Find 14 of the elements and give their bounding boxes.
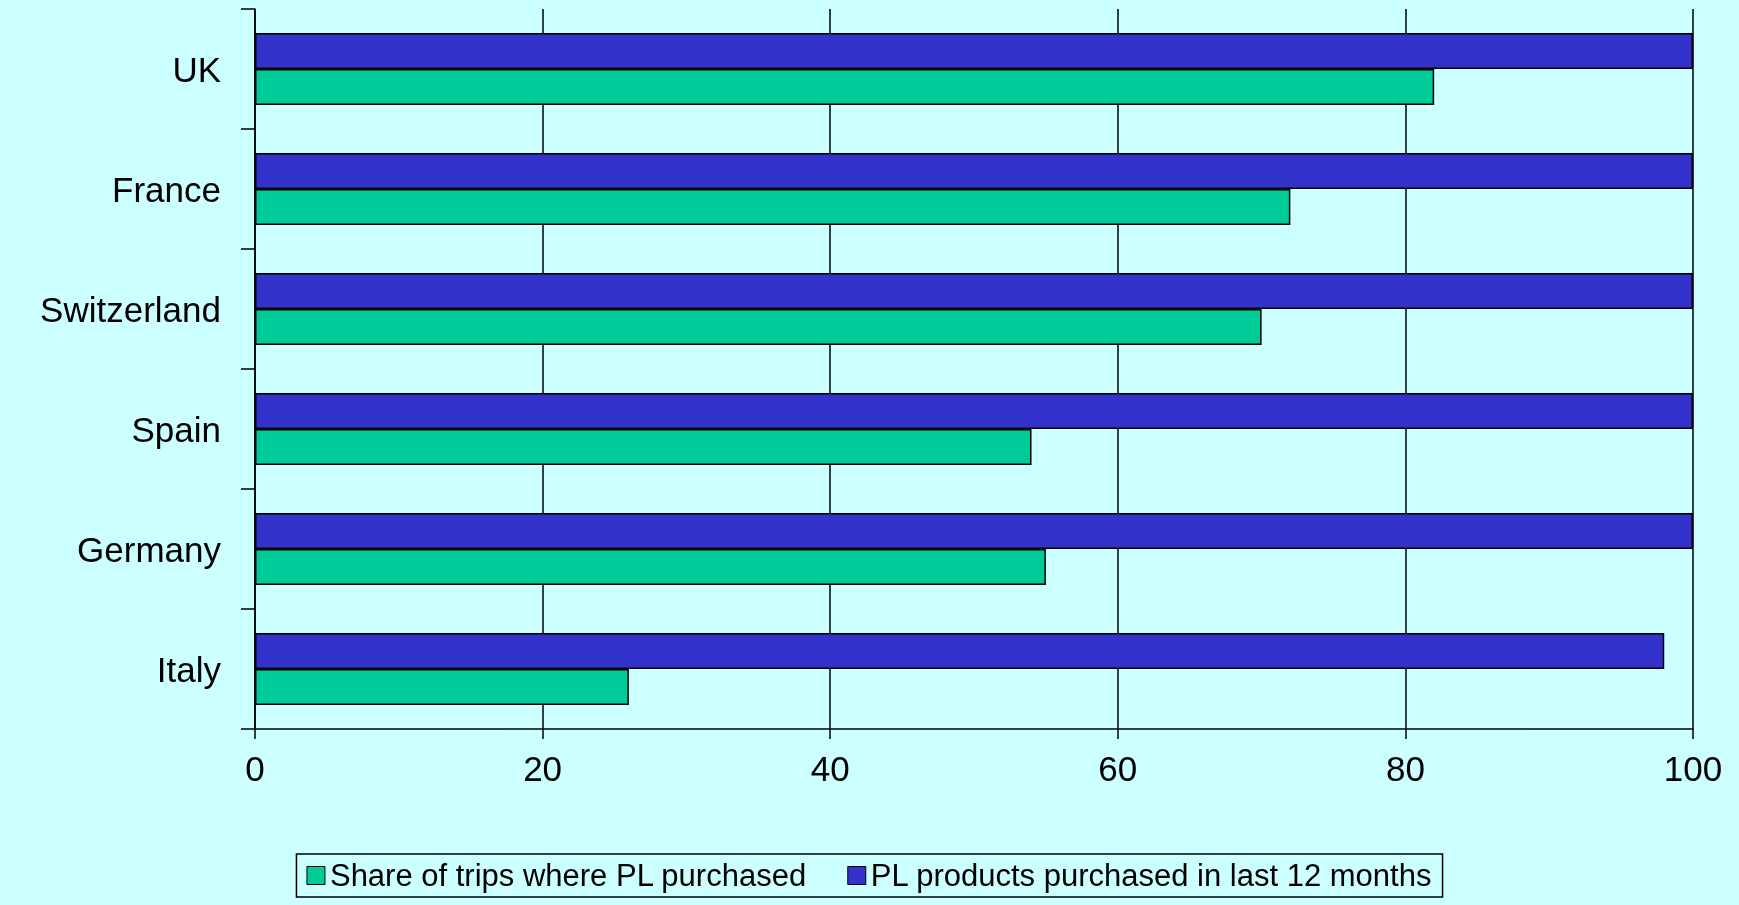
y-tick-label: Italy — [156, 649, 222, 689]
y-tick-label: Switzerland — [40, 289, 221, 329]
x-tick-label: 60 — [1098, 749, 1138, 788]
legend-label: Share of trips where PL purchased — [329, 858, 807, 893]
y-tick-label: Spain — [131, 409, 221, 449]
legend-label: PL products purchased in last 12 months — [870, 858, 1432, 893]
x-tick-label: 40 — [810, 749, 850, 788]
y-tick-label: France — [112, 169, 221, 209]
x-tick-label: 0 — [245, 749, 265, 788]
x-tick-label: 100 — [1663, 749, 1723, 788]
y-tick-label: Germany — [77, 529, 222, 569]
x-tick-label: 80 — [1385, 749, 1425, 788]
y-tick-label: UK — [172, 49, 221, 89]
x-tick-label: 20 — [523, 749, 563, 788]
